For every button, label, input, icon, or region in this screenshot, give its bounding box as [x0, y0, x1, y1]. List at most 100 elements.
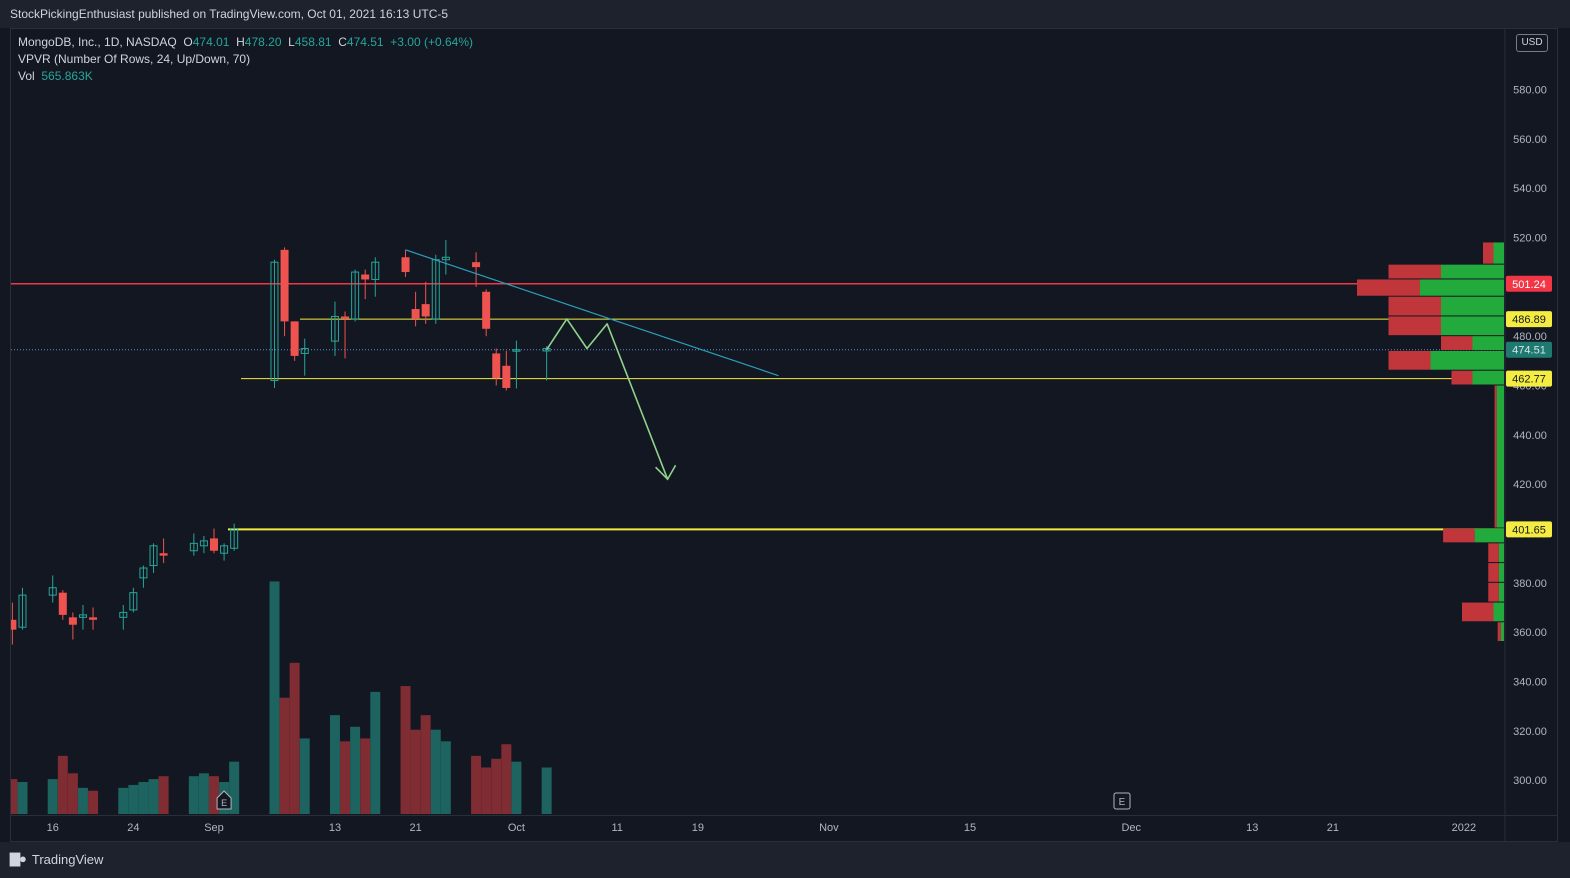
tradingview-brand[interactable]: ▇● TradingView — [10, 851, 103, 867]
volume-profile-up-bar — [1498, 543, 1504, 563]
price-level-badge — [1506, 311, 1552, 328]
volume-profile-down-bar — [1483, 242, 1494, 264]
date-tick-label: 24 — [127, 822, 139, 834]
low-label: L — [288, 35, 295, 49]
price-tick-label: 580.00 — [1513, 85, 1547, 97]
price-level-label: 401.65 — [1512, 524, 1546, 536]
volume-profile-up-bar — [1500, 622, 1504, 641]
volume-profile-up-bar — [1472, 370, 1504, 385]
volume-profile-down-bar — [1494, 385, 1497, 528]
candle-body — [11, 619, 17, 630]
footer-bar — [0, 842, 1570, 878]
candle-body — [280, 249, 289, 322]
brand-text: TradingView — [31, 851, 104, 867]
date-tick-label: Sep — [204, 822, 224, 834]
price-level-badge — [1506, 370, 1552, 387]
date-tick-label: 11 — [611, 822, 622, 834]
date-tick-label: 16 — [47, 822, 59, 834]
volume-bar — [299, 738, 310, 814]
legend-volume-row[interactable]: Vol 565.863K — [18, 68, 473, 85]
date-tick-label: Dec — [1121, 822, 1141, 834]
volume-profile-up-bar — [1430, 350, 1504, 370]
candle-body — [361, 274, 370, 280]
volume-profile-up-bar — [1493, 242, 1504, 264]
price-tick-label: 560.00 — [1513, 134, 1547, 146]
price-level-label: 501.24 — [1512, 279, 1546, 291]
price-tick-label: 420.00 — [1513, 479, 1547, 491]
volume-bar — [209, 776, 219, 814]
volume-bar — [501, 744, 512, 814]
volume-bar — [400, 686, 411, 814]
chart-pane[interactable] — [10, 28, 1558, 842]
volume-bar — [67, 773, 78, 814]
volume-bar — [138, 782, 149, 814]
price-level-label: 462.77 — [1512, 374, 1546, 386]
volume-profile-down-bar — [1462, 602, 1494, 622]
volume-profile-up-bar — [1493, 602, 1504, 622]
header-bar: StockPickingEnthusiast published on Trad… — [0, 0, 1570, 28]
earnings-event-icon: E — [216, 790, 232, 810]
price-tick-label: 320.00 — [1513, 726, 1547, 738]
symbol-title[interactable]: MongoDB, Inc., 1D, NASDAQ — [18, 35, 177, 49]
projection-path — [545, 318, 669, 480]
volume-bar — [88, 790, 99, 814]
candle-body — [300, 348, 309, 354]
candle-body — [441, 256, 450, 261]
date-tick-label: 21 — [1327, 822, 1339, 834]
volume-profile-up-bar — [1441, 316, 1504, 336]
volume-profile-down-bar — [1488, 563, 1499, 582]
volume-profile-up-bar — [1441, 296, 1504, 316]
price-level-label: 474.51 — [1512, 345, 1546, 357]
candle-body — [18, 594, 27, 628]
candle-body — [78, 614, 87, 618]
low-value: 458.81 — [294, 35, 332, 49]
volume-profile-down-bar — [1451, 370, 1473, 385]
volume-profile-up-bar — [1496, 385, 1504, 528]
candle-body — [89, 617, 98, 620]
volume-bar — [11, 779, 18, 814]
candle-body — [502, 365, 511, 388]
candle-body — [149, 545, 158, 567]
projection-arrowhead — [655, 464, 677, 481]
volume-bar — [229, 761, 240, 814]
legend-vpvr-row[interactable]: VPVR (Number Of Rows, 24, Up/Down, 70) — [18, 51, 473, 68]
volume-bar — [511, 761, 522, 814]
vpvr-indicator-label: VPVR (Number Of Rows, 24, Up/Down, 70) — [18, 52, 251, 66]
price-level-badge — [1506, 521, 1552, 538]
candle-body — [68, 617, 77, 625]
volume-bar — [269, 581, 280, 814]
volume-label: Vol — [18, 69, 35, 83]
volume-bar — [471, 755, 482, 814]
volume-bar — [57, 755, 68, 814]
volume-bar — [47, 779, 58, 814]
volume-profile-down-bar — [1443, 528, 1475, 543]
price-tick-label: 540.00 — [1513, 183, 1547, 195]
price-tick-label: 380.00 — [1513, 578, 1547, 590]
volume-profile-up-bar — [1498, 582, 1504, 602]
date-tick-label: 13 — [1246, 822, 1258, 834]
price-tick-label: 300.00 — [1513, 775, 1547, 787]
legend-ohlc-row: MongoDB, Inc., 1D, NASDAQ O474.01 H478.2… — [18, 34, 473, 51]
price-tick-label: 340.00 — [1513, 676, 1547, 688]
volume-bar — [350, 726, 361, 814]
price-level-badge — [1506, 341, 1552, 358]
high-label: H — [236, 35, 245, 49]
volume-profile-down-bar — [1497, 622, 1501, 641]
candle-body — [351, 271, 360, 320]
volume-profile-up-bar — [1474, 528, 1504, 543]
volume-bar — [420, 715, 431, 814]
candle-body — [512, 349, 521, 352]
candle-body — [492, 353, 501, 379]
volume-profile-up-bar — [1420, 279, 1504, 296]
future-earnings-icon — [1113, 792, 1131, 810]
volume-profile-down-bar — [1388, 264, 1441, 279]
currency-button[interactable]: USD — [1516, 34, 1548, 52]
volume-bar — [430, 729, 441, 814]
volume-bar — [370, 691, 381, 814]
price-tick-label: 440.00 — [1513, 430, 1547, 442]
volume-bar — [340, 741, 351, 814]
earnings-event-letter: E — [221, 798, 227, 808]
volume-profile-up-bar — [1472, 336, 1504, 350]
date-tick-label: 13 — [329, 822, 341, 834]
